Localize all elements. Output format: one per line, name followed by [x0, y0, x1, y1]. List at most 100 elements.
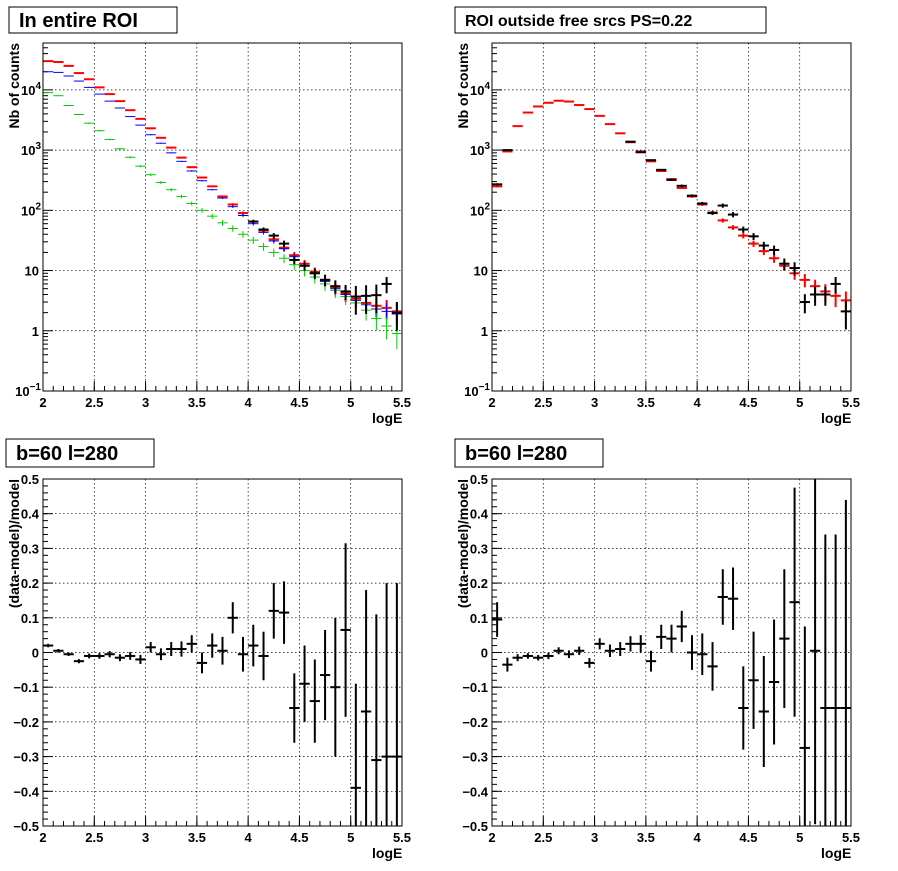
x-tick-label: 3	[142, 830, 149, 845]
data-point	[196, 208, 208, 213]
chart-panel-4: 2 2.5 3 3.5 4 4.5 5 5.5 −0.5 −0.4 −0.3 −0.2 −0.1 0 0.1…	[454, 438, 860, 861]
data-point	[94, 93, 105, 95]
x-tick-label: 3.5	[637, 395, 655, 410]
x-tick-label: 5	[796, 830, 803, 845]
data-point	[502, 149, 513, 152]
data-point	[227, 602, 238, 634]
data-point	[289, 256, 300, 265]
data-point	[186, 166, 197, 169]
data-point	[166, 152, 177, 154]
data-point	[43, 92, 54, 94]
data-point	[258, 242, 269, 251]
data-point	[697, 201, 708, 206]
title-box	[5, 438, 155, 468]
plot-area	[492, 43, 851, 391]
y-tick-label: 1	[481, 324, 488, 339]
data-point	[727, 567, 739, 630]
data-point	[248, 624, 259, 667]
data-point	[533, 654, 544, 661]
y-tick-label: 0.3	[470, 541, 488, 556]
data-point	[43, 643, 54, 648]
data-point	[73, 80, 85, 82]
grid-lines	[43, 479, 402, 826]
data-point	[145, 134, 156, 136]
y-tick-label: 0.1	[21, 611, 39, 626]
x-tick-label: 4	[245, 395, 253, 410]
data-point	[350, 285, 361, 315]
data-point	[125, 652, 136, 660]
chart-title: b=60 l=280	[465, 443, 567, 465]
data-point	[268, 583, 279, 639]
y-tick-label: −0.3	[462, 750, 488, 765]
data-point	[114, 100, 126, 103]
y-axis-label: (data-model)/model	[6, 479, 22, 608]
data-point	[391, 583, 402, 826]
data-point	[309, 659, 320, 743]
data-point	[73, 72, 85, 75]
data-point	[799, 274, 810, 288]
data-point	[125, 109, 136, 112]
data-point	[594, 638, 605, 650]
data-point	[278, 581, 290, 644]
data-point	[340, 284, 351, 301]
data-point	[227, 225, 238, 232]
data-point	[176, 160, 187, 162]
data-point	[155, 180, 167, 185]
title-box	[454, 438, 604, 468]
data-point	[381, 317, 392, 340]
x-tick-label: 5	[347, 830, 354, 845]
y-tick-label: 1	[32, 324, 39, 339]
y-tick-label: 103	[470, 141, 490, 158]
data-point	[830, 534, 841, 826]
data-point	[492, 602, 503, 637]
data-point	[155, 648, 167, 661]
data-point	[196, 176, 208, 179]
x-axis-label: logE	[821, 410, 851, 426]
data-point	[563, 650, 575, 659]
x-tick-label: 5.5	[393, 395, 411, 410]
data-point	[584, 108, 595, 111]
data-point	[330, 617, 341, 757]
data-point	[217, 636, 228, 665]
data-point	[135, 654, 146, 664]
data-point	[371, 614, 382, 826]
data-point	[686, 194, 698, 198]
data-point	[217, 197, 228, 200]
data-point	[717, 203, 728, 208]
data-point	[278, 254, 290, 264]
x-axis-label: logE	[372, 845, 402, 861]
y-tick-label: −0.1	[462, 680, 488, 695]
y-tick-label: 0	[481, 646, 488, 661]
data-point	[43, 71, 54, 73]
data-point	[53, 649, 64, 653]
data-point	[594, 114, 605, 117]
data-point	[125, 116, 136, 118]
data-point	[248, 236, 259, 245]
chart-panel-2: 2 2.5 3 3.5 4 4.5 5 5.5 10−1 1 10 102 103 104 logE Nb o…	[454, 6, 860, 426]
x-tick-label: 4.5	[739, 830, 757, 845]
data-point	[381, 583, 392, 826]
x-axis-label: logE	[372, 410, 402, 426]
data-point	[135, 124, 146, 126]
data-point	[207, 188, 218, 191]
x-tick-label: 2	[488, 395, 495, 410]
x-tick-label: 3.5	[188, 395, 206, 410]
data-point	[207, 185, 218, 188]
data-point	[615, 642, 626, 656]
chart-title: ROI outside free srcs PS=0.22	[465, 13, 692, 30]
data-point	[717, 218, 728, 223]
data-point	[604, 644, 616, 658]
data-point	[584, 658, 595, 668]
y-tick-label: 10−1	[15, 382, 41, 399]
x-tick-label: 2.5	[534, 830, 552, 845]
x-tick-label: 2.5	[85, 830, 103, 845]
data-point	[666, 178, 677, 181]
data-point	[237, 213, 249, 218]
data-point	[237, 636, 249, 672]
data-point	[166, 642, 177, 656]
data-point	[186, 635, 197, 653]
data-point	[248, 219, 259, 224]
data-point	[114, 654, 126, 662]
data-point	[666, 624, 677, 653]
